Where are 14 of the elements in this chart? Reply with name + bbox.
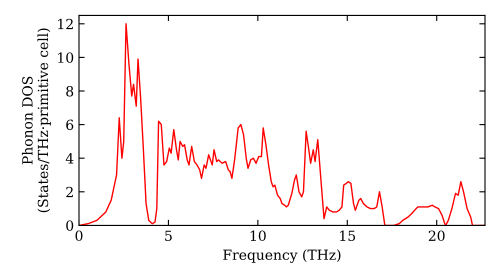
y-tick-label: 6 [66,120,74,130]
x-tick-label: 10 [250,230,266,242]
x-tick-label: 5 [165,230,172,242]
x-tick-label: 20 [428,230,445,242]
x-tick-label: 0 [75,230,82,242]
x-tick-label: 15 [340,230,356,242]
y-tick-label: 2 [66,186,73,198]
y-axis-title: Phonon DOS (States/THz·primitive cell) [22,28,51,212]
x-axis-title: Frequency (THz) [223,249,340,263]
y-tick-label: 12 [58,18,73,30]
y-tick-label: 8 [66,86,74,96]
y-tick-label: 10 [58,52,74,63]
y-tick-label: 4 [66,153,74,164]
y-tick-label: 0 [66,220,74,231]
